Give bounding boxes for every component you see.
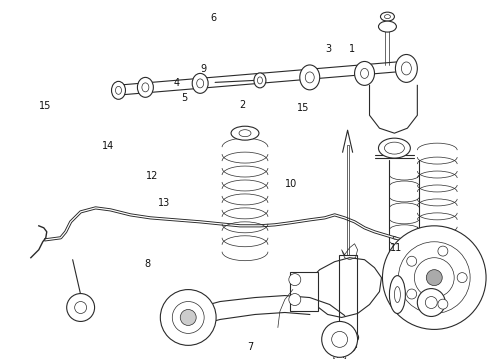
Text: 8: 8 bbox=[145, 259, 150, 269]
Circle shape bbox=[322, 321, 358, 357]
Circle shape bbox=[172, 302, 204, 333]
Ellipse shape bbox=[231, 126, 259, 140]
Ellipse shape bbox=[394, 287, 400, 302]
Text: 5: 5 bbox=[181, 93, 187, 103]
Text: 14: 14 bbox=[102, 141, 115, 151]
Ellipse shape bbox=[137, 77, 153, 97]
Circle shape bbox=[67, 293, 95, 321]
Circle shape bbox=[289, 274, 301, 285]
Ellipse shape bbox=[305, 72, 314, 83]
Polygon shape bbox=[308, 258, 382, 318]
Ellipse shape bbox=[337, 330, 359, 345]
Text: 13: 13 bbox=[158, 198, 171, 208]
Ellipse shape bbox=[116, 86, 122, 94]
Ellipse shape bbox=[401, 62, 412, 75]
Text: 1: 1 bbox=[349, 44, 355, 54]
Polygon shape bbox=[116, 60, 415, 95]
Ellipse shape bbox=[380, 12, 394, 21]
Circle shape bbox=[426, 270, 442, 285]
Ellipse shape bbox=[385, 142, 404, 154]
Circle shape bbox=[398, 242, 470, 314]
Text: 11: 11 bbox=[390, 243, 402, 253]
Circle shape bbox=[74, 302, 87, 314]
Text: 9: 9 bbox=[200, 64, 207, 74]
Ellipse shape bbox=[192, 73, 208, 93]
Circle shape bbox=[180, 310, 196, 325]
Ellipse shape bbox=[343, 334, 353, 341]
Text: 7: 7 bbox=[247, 342, 253, 352]
Ellipse shape bbox=[257, 77, 263, 84]
Circle shape bbox=[160, 289, 216, 345]
Text: 10: 10 bbox=[285, 179, 297, 189]
Ellipse shape bbox=[112, 81, 125, 99]
Circle shape bbox=[332, 332, 347, 347]
Ellipse shape bbox=[378, 21, 396, 32]
Circle shape bbox=[438, 299, 448, 309]
Ellipse shape bbox=[142, 83, 149, 92]
Ellipse shape bbox=[196, 79, 204, 88]
Ellipse shape bbox=[239, 130, 251, 137]
Ellipse shape bbox=[361, 68, 368, 78]
Bar bbox=[290, 272, 318, 311]
Circle shape bbox=[407, 289, 416, 299]
Text: 3: 3 bbox=[325, 44, 331, 54]
Ellipse shape bbox=[254, 73, 266, 88]
Ellipse shape bbox=[390, 276, 405, 314]
Circle shape bbox=[289, 293, 301, 306]
Text: 15: 15 bbox=[39, 102, 51, 112]
Circle shape bbox=[457, 273, 467, 283]
Bar bbox=[339, 255, 357, 334]
Circle shape bbox=[383, 226, 486, 329]
Ellipse shape bbox=[300, 65, 319, 90]
Ellipse shape bbox=[378, 138, 410, 158]
Ellipse shape bbox=[355, 62, 374, 85]
Text: 6: 6 bbox=[210, 13, 217, 23]
Circle shape bbox=[438, 246, 448, 256]
Text: 12: 12 bbox=[146, 171, 158, 181]
Ellipse shape bbox=[385, 15, 391, 19]
Ellipse shape bbox=[395, 54, 417, 82]
Text: 2: 2 bbox=[240, 100, 245, 110]
Circle shape bbox=[415, 258, 454, 298]
Circle shape bbox=[417, 289, 445, 316]
Circle shape bbox=[425, 297, 437, 309]
Text: 15: 15 bbox=[297, 103, 310, 113]
Circle shape bbox=[407, 256, 416, 266]
Text: 4: 4 bbox=[173, 78, 180, 88]
